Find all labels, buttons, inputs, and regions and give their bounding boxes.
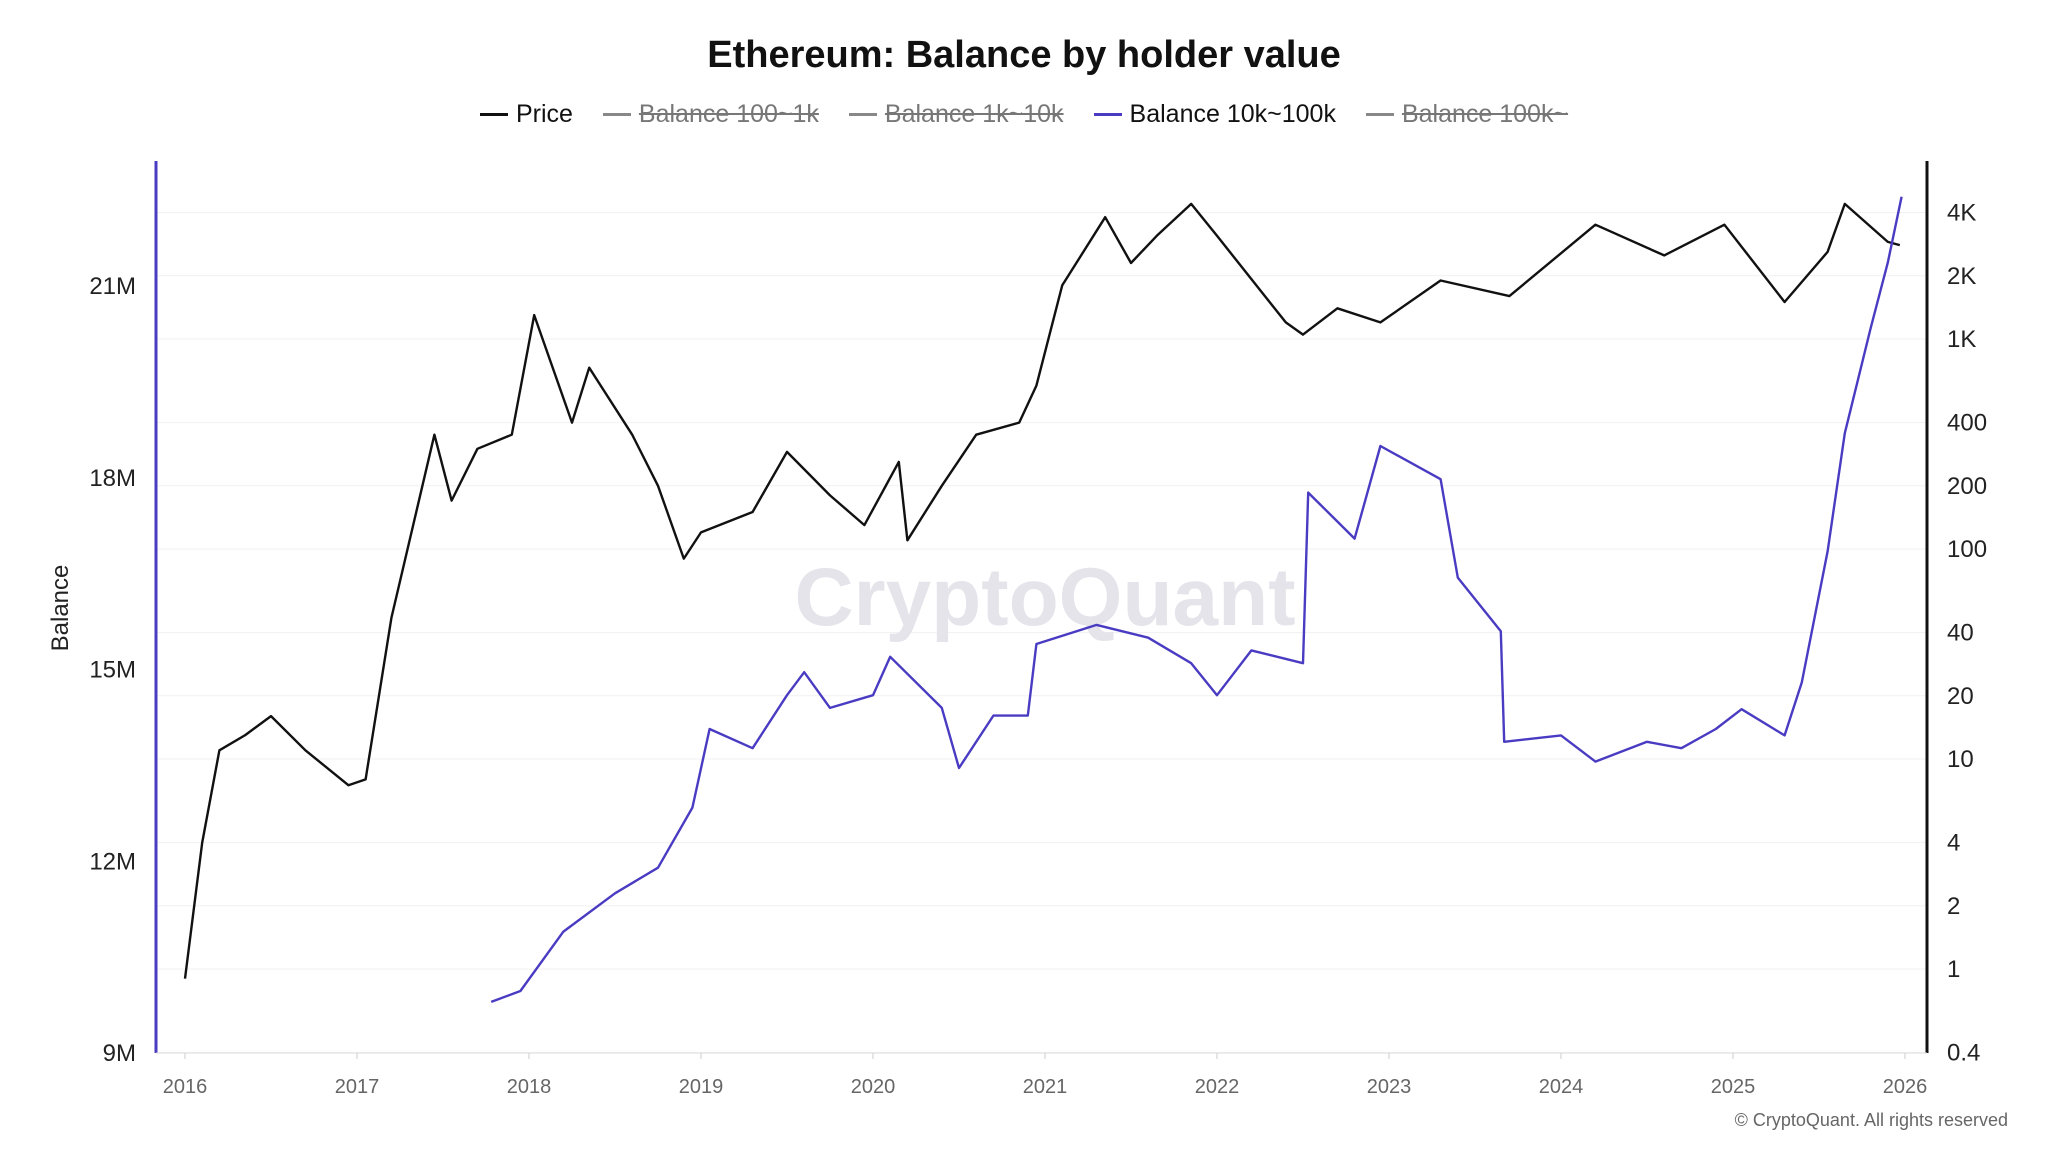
- y-right-tick: 4K: [1947, 200, 1976, 227]
- y-right-tick: 1K: [1947, 326, 1976, 353]
- y-right-tick: 400: [1947, 410, 1987, 437]
- x-tick: 2026: [1883, 1076, 1928, 1098]
- y-left-tick: 12M: [89, 848, 136, 875]
- legend-label: Price: [515, 100, 573, 128]
- y-right-tick: 20: [1947, 683, 1974, 710]
- legend-item-4[interactable]: Balance 100k~: [1365, 100, 1569, 129]
- x-tick: 2020: [851, 1076, 896, 1098]
- y-right-tick: 40: [1947, 620, 1974, 647]
- legend-item-1[interactable]: Balance 100~1k: [602, 100, 819, 129]
- x-tick: 2023: [1367, 1076, 1412, 1098]
- x-tick: 2018: [507, 1076, 552, 1098]
- y-right-tick: 10: [1947, 746, 1974, 773]
- y-left-tick: 9M: [103, 1040, 136, 1067]
- legend-label: Balance 100k~: [1401, 100, 1569, 128]
- legend-swatch: [1365, 113, 1394, 116]
- y-right-tick: 200: [1947, 473, 1987, 500]
- legend-swatch: [602, 113, 631, 116]
- series-line-balance-10k-100k: [490, 196, 1903, 1004]
- y-left-tick: 15M: [89, 657, 136, 684]
- legend-item-0[interactable]: Price: [479, 100, 573, 129]
- legend-label: Balance 10k~100k: [1129, 100, 1336, 128]
- x-tick: 2024: [1539, 1076, 1584, 1098]
- series-line-price: [183, 202, 1901, 979]
- y-right-tick: 0.4: [1947, 1040, 1980, 1067]
- y-right-tick: 2: [1947, 893, 1960, 920]
- y-left-tick: 18M: [89, 465, 136, 492]
- legend-label: Balance 100~1k: [638, 100, 819, 128]
- x-tick: 2021: [1023, 1076, 1068, 1098]
- legend-label: Balance 1k~10k: [884, 100, 1064, 128]
- x-tick: 2025: [1711, 1076, 1756, 1098]
- y-right-tick: 2K: [1947, 263, 1976, 290]
- y-right-tick: 100: [1947, 536, 1987, 563]
- y-left-label: Balance: [47, 565, 74, 652]
- watermark: CryptoQuant: [794, 552, 1295, 643]
- y-right-tick: 4: [1947, 830, 1960, 857]
- x-tick: 2019: [679, 1076, 724, 1098]
- legend-swatch: [1093, 113, 1122, 116]
- legend-item-3[interactable]: Balance 10k~100k: [1093, 100, 1336, 129]
- chart-title: Ethereum: Balance by holder value: [707, 34, 1341, 76]
- x-tick: 2022: [1195, 1076, 1240, 1098]
- x-tick: 2017: [335, 1076, 380, 1098]
- legend-swatch: [848, 113, 877, 116]
- y-left-tick: 21M: [89, 273, 136, 300]
- y-right-tick: 1: [1947, 956, 1960, 983]
- x-tick: 2016: [163, 1076, 208, 1098]
- legend-item-2[interactable]: Balance 1k~10k: [848, 100, 1064, 129]
- legend: Price Balance 100~1k Balance 1k~10k Balance…: [0, 100, 2048, 129]
- copyright: © CryptoQuant. All rights reserved: [1734, 1110, 2008, 1130]
- legend-swatch: [479, 113, 508, 116]
